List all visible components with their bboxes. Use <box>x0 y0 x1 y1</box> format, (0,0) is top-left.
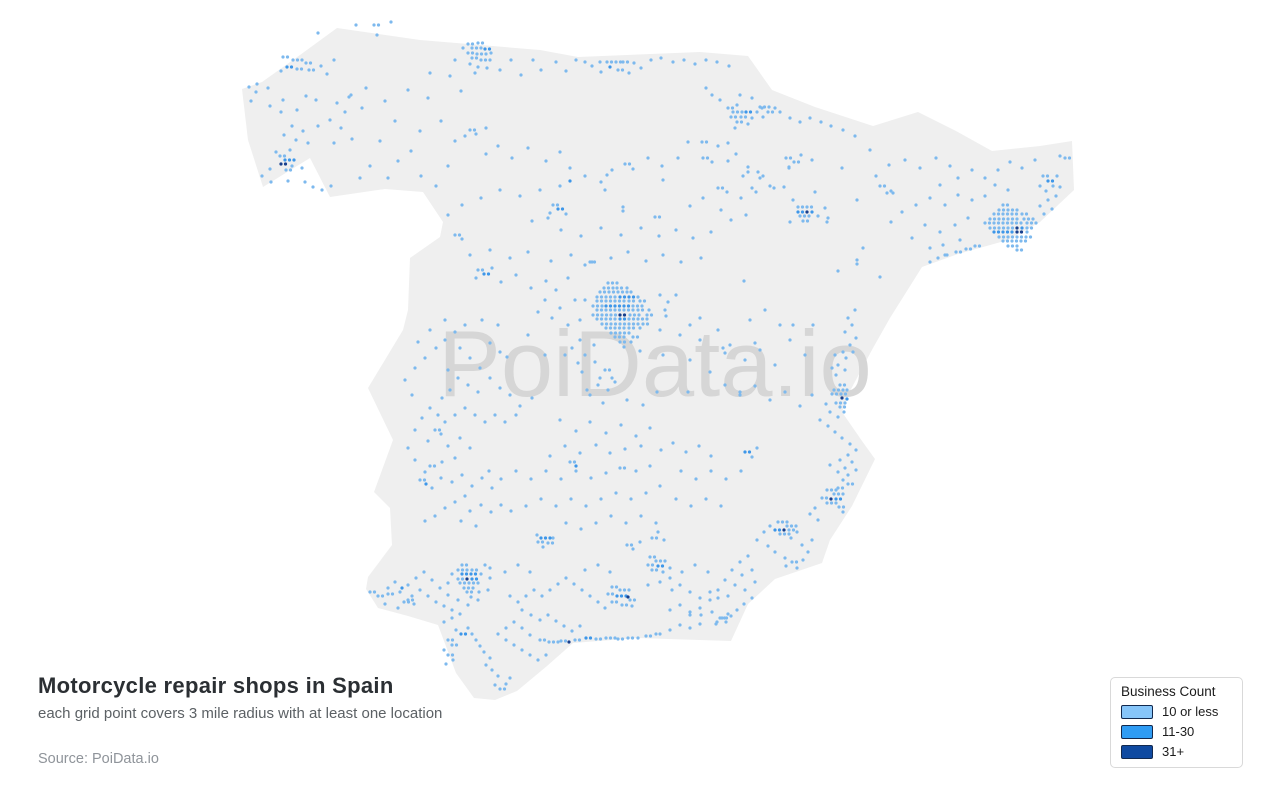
watermark: PoiData.io <box>438 311 872 416</box>
legend-label-high: 31+ <box>1162 744 1185 759</box>
legend: Business Count 10 or less 11-30 31+ <box>1110 677 1243 768</box>
shop-density-dots <box>247 20 1072 691</box>
legend-item-low: 10 or less <box>1121 704 1232 719</box>
source-attribution: Source: PoiData.io <box>38 751 159 767</box>
legend-swatch-high <box>1121 744 1153 759</box>
legend-label-low: 10 or less <box>1162 704 1219 719</box>
legend-title: Business Count <box>1121 684 1216 699</box>
legend-item-mid: 11-30 <box>1121 724 1232 739</box>
title-block: Motorcycle repair shops in Spain each gr… <box>38 673 442 767</box>
legend-item-high: 31+ <box>1121 744 1232 759</box>
page-title: Motorcycle repair shops in Spain <box>38 673 394 698</box>
legend-swatch-low <box>1121 704 1153 719</box>
chart-subtitle: each grid point covers 3 mile radius wit… <box>38 705 443 722</box>
spain-landmass <box>242 28 1074 700</box>
legend-label-mid: 11-30 <box>1162 724 1195 739</box>
legend-swatch-mid <box>1121 724 1153 739</box>
